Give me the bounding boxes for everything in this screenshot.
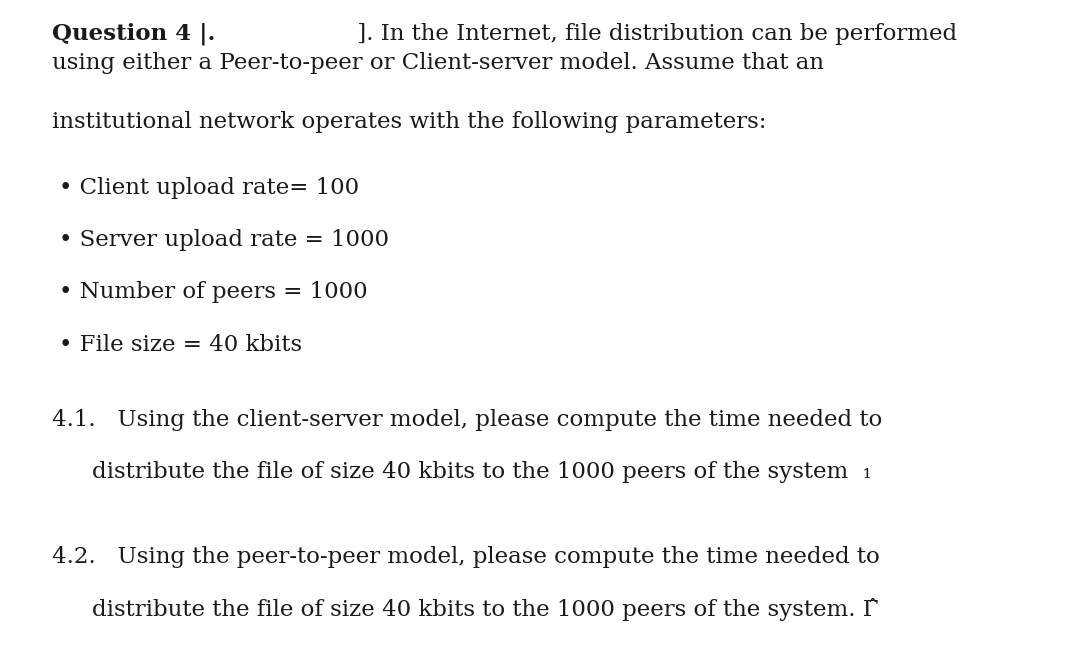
Text: institutional network operates with the following parameters:: institutional network operates with the … <box>52 111 767 133</box>
Text: distribute the file of size 40 kbits to the 1000 peers of the system. Γ̂: distribute the file of size 40 kbits to … <box>92 598 878 621</box>
Text: • Client upload rate= 100: • Client upload rate= 100 <box>59 177 360 199</box>
Text: 4.1.   Using the client-server model, please compute the time needed to: 4.1. Using the client-server model, plea… <box>52 409 882 431</box>
Text: using either a Peer-to-peer or Client-server model. Assume that an: using either a Peer-to-peer or Client-se… <box>52 52 824 75</box>
Text: • Server upload rate = 1000: • Server upload rate = 1000 <box>59 229 390 251</box>
Text: distribute the file of size 40 kbits to the 1000 peers of the system  ₁: distribute the file of size 40 kbits to … <box>92 461 872 483</box>
Text: • Number of peers = 1000: • Number of peers = 1000 <box>59 281 368 303</box>
Text: Question 4 |.: Question 4 |. <box>52 23 215 45</box>
Text: ]. In the Internet, file distribution can be performed: ]. In the Internet, file distribution ca… <box>262 23 957 45</box>
Text: 4.2.   Using the peer-to-peer model, please compute the time needed to: 4.2. Using the peer-to-peer model, pleas… <box>52 546 879 568</box>
Text: • File size = 40 kbits: • File size = 40 kbits <box>59 334 302 356</box>
